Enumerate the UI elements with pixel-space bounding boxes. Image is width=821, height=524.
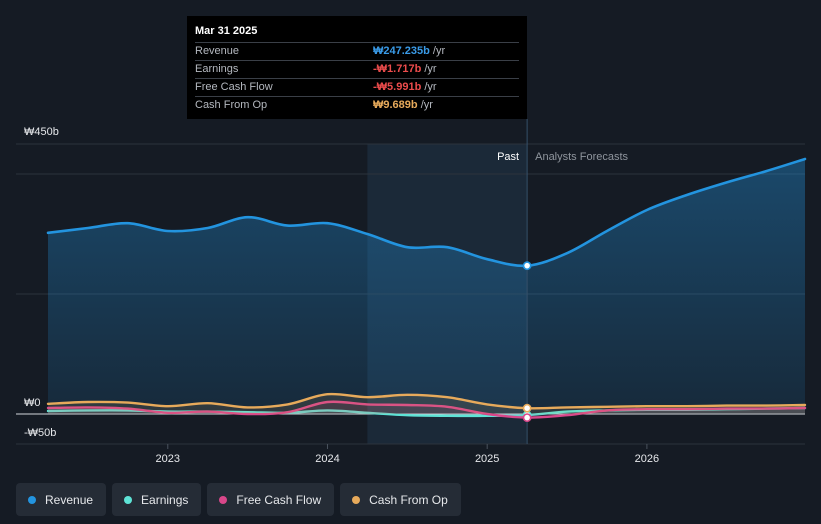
chart-legend: Revenue Earnings Free Cash Flow Cash Fro… bbox=[16, 483, 461, 516]
tooltip-row-free-cash-flow: Free Cash Flow -₩5.991b /yr bbox=[195, 79, 519, 97]
marker-free-cash-flow bbox=[522, 413, 532, 422]
legend-item-cash-from-op[interactable]: Cash From Op bbox=[340, 483, 461, 516]
tooltip-value: ₩9.689b /yr bbox=[373, 97, 433, 114]
tooltip-row-cash-from-op: Cash From Op ₩9.689b /yr bbox=[195, 97, 519, 114]
legend-item-earnings[interactable]: Earnings bbox=[112, 483, 202, 516]
legend-item-free-cash-flow[interactable]: Free Cash Flow bbox=[207, 483, 335, 516]
legend-dot-icon bbox=[219, 495, 228, 504]
tooltip-label: Revenue bbox=[195, 45, 240, 57]
tooltip-row-earnings: Earnings -₩1.717b /yr bbox=[195, 61, 519, 79]
legend-item-revenue[interactable]: Revenue bbox=[16, 483, 107, 516]
x-tick-label: 2025 bbox=[475, 453, 499, 465]
x-tick-label: 2024 bbox=[315, 453, 339, 465]
y-tick-label: ₩450b bbox=[24, 126, 59, 138]
legend-label: Revenue bbox=[45, 492, 94, 507]
y-tick-label: -₩50b bbox=[24, 427, 56, 439]
tooltip-unit: /yr bbox=[417, 99, 433, 111]
tooltip-value-text: ₩9.689b bbox=[373, 99, 418, 111]
tooltip-value-text: ₩247.235b bbox=[373, 45, 430, 57]
legend-dot-icon bbox=[352, 495, 361, 504]
tooltip-label: Earnings bbox=[195, 63, 239, 75]
tooltip-unit: /yr bbox=[421, 63, 437, 75]
marker-revenue bbox=[522, 261, 532, 271]
tooltip-unit: /yr bbox=[429, 45, 446, 57]
tooltip-value-text: -₩1.717b bbox=[373, 63, 422, 75]
tooltip-value: -₩5.991b /yr bbox=[373, 79, 437, 96]
series-line-free-cash-flow bbox=[46, 400, 807, 419]
chart-plot: ₩450b ₩0 -₩50b 2023 2024 2025 2026 Past Analys… bbox=[16, 119, 807, 465]
past-label: Past bbox=[497, 151, 519, 163]
tooltip-unit: /yr bbox=[421, 81, 437, 93]
x-tick-label: 2023 bbox=[156, 453, 180, 465]
y-tick-label: ₩0 bbox=[24, 397, 41, 409]
tooltip-value: -₩1.717b /yr bbox=[373, 61, 437, 78]
marker-cash-from-op bbox=[522, 403, 532, 413]
series-line-cash-from-op bbox=[46, 392, 807, 410]
series-area-revenue bbox=[48, 159, 805, 414]
tooltip-date: Mar 31 2025 bbox=[195, 22, 519, 43]
tooltip-value-text: -₩5.991b bbox=[373, 81, 422, 93]
legend-label: Free Cash Flow bbox=[236, 492, 322, 507]
tooltip-label: Free Cash Flow bbox=[195, 81, 273, 93]
legend-dot-icon bbox=[124, 495, 133, 504]
forecast-label: Analysts Forecasts bbox=[535, 151, 628, 163]
legend-label: Earnings bbox=[141, 492, 189, 507]
series-area-cash-from-op bbox=[48, 393, 805, 414]
x-tick-label: 2026 bbox=[635, 453, 659, 465]
tooltip-label: Cash From Op bbox=[195, 99, 268, 111]
legend-dot-icon bbox=[28, 495, 36, 504]
legend-label: Cash From Op bbox=[369, 492, 448, 507]
series-line-revenue bbox=[46, 157, 807, 268]
tooltip-row-revenue: Revenue ₩247.235b /yr bbox=[195, 43, 519, 61]
hover-tooltip: Mar 31 2025 Revenue ₩247.235b /yr Earnin… bbox=[187, 16, 527, 119]
tooltip-value: ₩247.235b /yr bbox=[373, 43, 445, 60]
